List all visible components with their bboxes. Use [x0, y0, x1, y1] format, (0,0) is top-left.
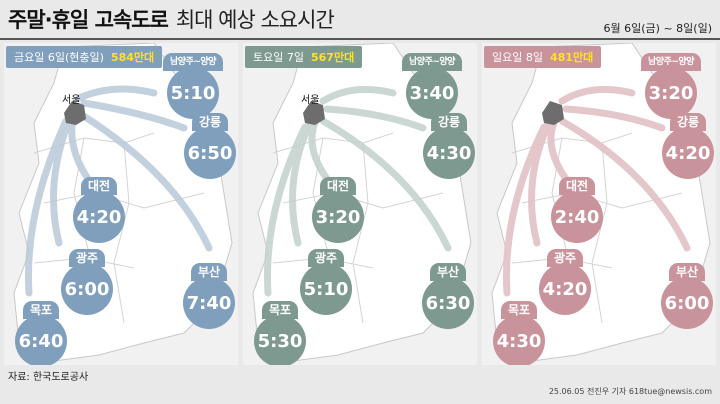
- route-time: 4:20: [662, 127, 714, 179]
- route-gwangju: 광주 5:10: [295, 243, 357, 315]
- route-name: 광주: [546, 249, 584, 267]
- route-daejeon: 대전 4:20: [68, 171, 130, 243]
- seoul-marker: [542, 101, 564, 125]
- route-time: 6:30: [422, 277, 474, 329]
- route-name: 강릉: [430, 113, 468, 131]
- route-time: 4:20: [539, 263, 591, 315]
- route-name: 대전: [558, 177, 596, 195]
- route-name: 목포: [500, 301, 538, 319]
- route-mokpo: 목포 5:30: [249, 295, 311, 365]
- route-busan: 부산 7:40: [178, 257, 238, 329]
- title-divider: [0, 38, 720, 40]
- seoul-marker: [64, 101, 86, 125]
- route-name: 강릉: [191, 113, 229, 131]
- route-time: 4:20: [73, 191, 125, 243]
- seoul-label: 서울: [301, 95, 320, 106]
- traffic-count: 584만대: [110, 51, 155, 64]
- route-mokpo: 목포 4:30: [488, 295, 550, 365]
- traffic-count: 481만대: [549, 51, 594, 64]
- route-gwangju: 광주 6:00: [56, 243, 118, 315]
- route-busan: 부산 6:30: [417, 257, 477, 329]
- route-time: 5:10: [300, 263, 352, 315]
- panel-friday: 금요일 6일(현충일) 584만대 서울 남양주~양양 5:10 강릉 6:50…: [4, 43, 238, 365]
- route-time: 3:20: [312, 191, 364, 243]
- headline-bold: 주말·휴일 고속도로: [8, 8, 169, 32]
- credit-line: 25.06.05 전진우 기자 618tue@newsis.com: [548, 387, 712, 396]
- day-label: 금요일 6일(현충일): [14, 51, 104, 64]
- route-name: 강릉: [669, 113, 707, 131]
- route-time: 4:30: [423, 127, 475, 179]
- route-daejeon: 대전 3:20: [307, 171, 369, 243]
- route-time: 3:40: [406, 67, 458, 119]
- route-time: 6:00: [661, 277, 713, 329]
- route-time: 2:40: [551, 191, 603, 243]
- route-mokpo: 목포 6:40: [10, 295, 72, 365]
- route-gwangju: 광주 4:20: [534, 243, 596, 315]
- route-name: 광주: [68, 249, 106, 267]
- day-badge-saturday: 토요일 7일 567만대: [245, 46, 363, 68]
- route-busan: 부산 6:00: [656, 257, 716, 329]
- route-name: 남양주~양양: [163, 53, 223, 71]
- route-name: 목포: [22, 301, 60, 319]
- route-time: 5:10: [167, 67, 219, 119]
- day-label: 토요일 7일: [253, 51, 304, 64]
- route-daejeon: 대전 2:40: [546, 171, 608, 243]
- route-name: 부산: [668, 263, 706, 281]
- day-badge-friday: 금요일 6일(현충일) 584만대: [6, 46, 163, 68]
- headline-light: 최대 예상 소요시간: [175, 8, 335, 32]
- panel-saturday: 토요일 7일 567만대 서울 남양주~양양 3:40 강릉 4:30 대전 3…: [243, 43, 477, 365]
- seoul-label: 서울: [62, 95, 81, 106]
- route-gangneung: 강릉 6:50: [179, 107, 238, 179]
- route-name: 광주: [307, 249, 345, 267]
- route-time: 4:30: [493, 315, 545, 365]
- route-name: 남양주~양양: [402, 53, 462, 71]
- route-time: 3:20: [645, 67, 697, 119]
- route-namyangju: 남양주~양양 3:20: [640, 45, 702, 119]
- seoul-marker: [303, 101, 325, 125]
- headline: 주말·휴일 고속도로 최대 예상 소요시간: [8, 4, 335, 38]
- route-arrows-friday: [25, 85, 213, 297]
- route-namyangju: 남양주~양양 5:10: [162, 45, 224, 119]
- route-gangneung: 강릉 4:30: [418, 107, 477, 179]
- route-name: 부산: [190, 263, 228, 281]
- route-time: 7:40: [183, 277, 235, 329]
- route-time: 6:40: [15, 315, 67, 365]
- panel-sunday: 일요일 8일 481만대 남양주~양양 3:20 강릉 4:20 대전 2:40…: [482, 43, 716, 365]
- route-name: 남양주~양양: [641, 53, 701, 71]
- route-name: 목포: [261, 301, 299, 319]
- day-badge-sunday: 일요일 8일 481만대: [484, 46, 602, 68]
- route-name: 대전: [319, 177, 357, 195]
- route-time: 5:30: [254, 315, 306, 365]
- date-range: 6월 6일(금) ~ 8일(일): [603, 22, 712, 35]
- day-label: 일요일 8일: [492, 51, 543, 64]
- route-gangneung: 강릉 4:20: [657, 107, 716, 179]
- route-time: 6:00: [61, 263, 113, 315]
- source-note: 자료: 한국도로공사: [8, 372, 89, 383]
- route-namyangju: 남양주~양양 3:40: [401, 45, 463, 119]
- route-name: 부산: [429, 263, 467, 281]
- route-time: 6:50: [184, 127, 236, 179]
- traffic-count: 567만대: [310, 51, 355, 64]
- route-name: 대전: [80, 177, 118, 195]
